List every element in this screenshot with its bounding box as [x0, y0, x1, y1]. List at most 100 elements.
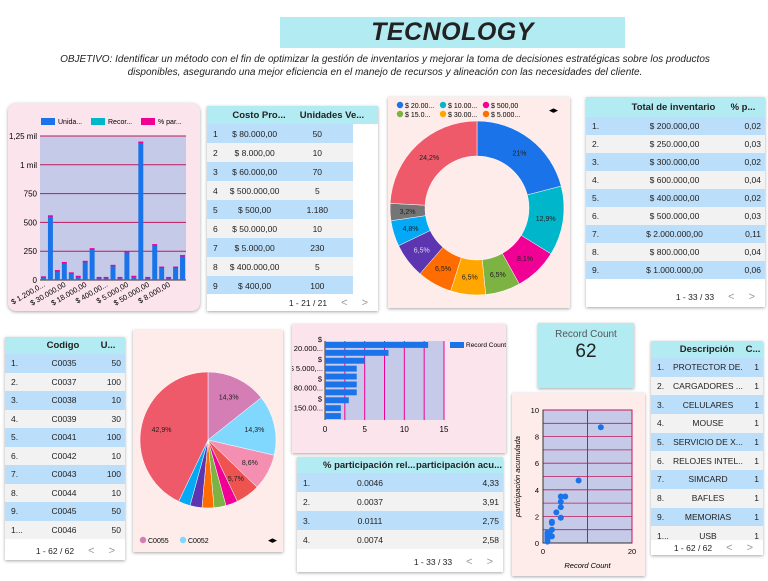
table-row[interactable]: 5 $ 500,00 1.180 [207, 200, 353, 219]
column-header[interactable]: % p... [730, 101, 756, 113]
next-page-button[interactable]: > [486, 556, 493, 568]
legend-next-arrow-icon: ◂▸ [268, 535, 278, 545]
table-header: Descripción C... [651, 341, 763, 358]
table-row[interactable]: 9. MEMORIAS 1 [651, 507, 763, 527]
column-header[interactable]: U... [100, 340, 116, 351]
bar [325, 389, 357, 396]
table-row[interactable]: 4 $ 500.000,00 5 [207, 181, 353, 200]
plot-area [40, 136, 186, 280]
table-row[interactable]: 4. MOUSE 1 [651, 414, 763, 433]
table-row[interactable]: 4. C0039 30 [5, 409, 125, 428]
slice-label: 6,5% [462, 275, 478, 282]
table-row[interactable]: 1... C0046 50 [5, 520, 125, 539]
table-row[interactable]: 1. 0.0046 4,33 [297, 473, 503, 492]
legend-dot [482, 101, 490, 109]
prev-page-button[interactable]: < [726, 541, 733, 554]
column-header[interactable]: Total de inventario [631, 101, 716, 113]
legend-label: $ 15.0... [405, 112, 430, 119]
units-bar-chart: 0 250 500 750 1 mil 1,25 mil $ 1.200,0... $ 30.… [8, 103, 200, 311]
table-row[interactable]: 1. PROTECTOR DE... 1 [651, 358, 763, 377]
column-header[interactable]: C... [745, 344, 761, 355]
table-row[interactable]: 3 $ 60.000,00 70 [207, 162, 353, 181]
scatter-point [557, 498, 564, 505]
table-row[interactable]: 5. SERVICIO DE X... 1 [651, 432, 763, 452]
column-header[interactable]: Unidades Ve... [299, 109, 365, 121]
table-row[interactable]: 5. C0041 100 [5, 428, 125, 447]
table-row[interactable]: 1. C0035 50 [5, 354, 125, 373]
table-row[interactable]: 8. $ 800.000,00 0,04 [586, 243, 765, 261]
next-page-button[interactable]: > [108, 545, 115, 557]
next-page-button[interactable]: > [748, 291, 755, 303]
bar [103, 277, 109, 280]
inventario-table: Total de inventario % p... 1. $ 200.000,00 0… [586, 97, 765, 307]
table-cell: USB [699, 530, 717, 540]
table-row[interactable]: 3. C0038 10 [5, 391, 125, 410]
table-cell: C0037 [51, 376, 77, 387]
table-row[interactable]: 4. 0.0074 2,58 [297, 530, 503, 549]
column-header[interactable]: participación acu... [415, 459, 503, 471]
table-row[interactable]: 2 $ 8.000,00 10 [207, 143, 353, 162]
table-row[interactable]: 3. $ 300.000,00 0,02 [586, 153, 765, 171]
row-index: 9 [213, 280, 218, 291]
column-header[interactable]: Costo Pro... [232, 109, 286, 121]
table-row[interactable]: 6 $ 50.000,00 10 [207, 219, 353, 238]
table-row[interactable]: 7. $ 2.000.000,00 0,11 [586, 225, 765, 243]
table-cell: $ 2.000.000,00 [646, 229, 703, 239]
legend-dot [396, 101, 404, 109]
y-tick-label: 0 [535, 539, 539, 548]
next-page-button[interactable]: > [746, 541, 753, 554]
table-cell: $ 8.000,00 [234, 147, 275, 158]
table-row[interactable]: 9. C0045 50 [5, 502, 125, 521]
table-row[interactable]: 2. $ 250.000,00 0,03 [586, 135, 765, 153]
table-row[interactable]: 3. 0.0111 2,75 [297, 511, 503, 530]
table-row[interactable]: 1... USB 1 [651, 526, 763, 540]
table-row[interactable]: 9 $ 400,00 100 [207, 276, 353, 294]
x-tick-label: 0 [541, 547, 545, 556]
pie-slice [389, 120, 478, 206]
table-row[interactable]: 6. C0042 10 [5, 446, 125, 465]
table-cell: 0,11 [745, 229, 761, 239]
column-header[interactable]: % participación rel... [323, 459, 415, 471]
table-row[interactable]: 7. SIMCARD 1 [651, 470, 763, 489]
table-row[interactable]: 8. BAFLES 1 [651, 488, 763, 508]
y-tick-currency: $ [318, 394, 323, 403]
bar [325, 342, 429, 348]
table-cell: 0,04 [744, 175, 761, 185]
next-page-button[interactable]: > [361, 296, 368, 309]
legend-swatch [141, 118, 155, 125]
column-header[interactable]: Descripción [679, 344, 735, 355]
bar-participation-cap [166, 276, 172, 279]
slice-label: 6,5% [435, 266, 451, 273]
table-row[interactable]: 8 $ 400.000,00 5 [207, 257, 353, 276]
table-row[interactable]: 3. CELULARES 1 [651, 395, 763, 415]
prev-page-button[interactable]: < [466, 556, 473, 568]
legend-label: $ 10.00... [448, 103, 477, 110]
y-tick-currency: $ [318, 335, 323, 344]
table-row[interactable]: 2. CARGADORES ... 1 [651, 376, 763, 396]
y-tick-label: 10 [531, 406, 539, 415]
table-row[interactable]: 6. $ 500.000,00 0,03 [586, 207, 765, 225]
table-row[interactable]: 1 $ 80.000,00 50 [207, 124, 353, 143]
table-row[interactable]: 1. $ 200.000,00 0,02 [586, 117, 765, 135]
table-row[interactable]: 5. $ 400.000,00 0,02 [586, 189, 765, 207]
column-header[interactable]: Codigo [46, 340, 80, 351]
table-row[interactable]: 7 $ 5.000,00 230 [207, 238, 353, 257]
prev-page-button[interactable]: < [88, 545, 95, 557]
table-row[interactable]: 9. $ 1.000.000,00 0,06 [586, 261, 765, 279]
table-cell: $ 500.000,00 [649, 211, 700, 221]
bar-participation-cap [68, 272, 74, 274]
table-row[interactable]: 8. C0044 10 [5, 483, 125, 502]
table-row[interactable]: 6. RELOJES INTEL... 1 [651, 451, 763, 471]
bar-participation-cap [110, 264, 116, 267]
table-row[interactable]: 2. C0037 100 [5, 372, 125, 391]
prev-page-button[interactable]: < [728, 291, 735, 303]
bar [117, 277, 123, 280]
table-row[interactable]: 7. C0043 100 [5, 465, 125, 484]
table-row[interactable]: 2. 0.0037 3,91 [297, 492, 503, 511]
prev-page-button[interactable]: < [341, 296, 348, 309]
table-row[interactable]: 4. $ 600.000,00 0,04 [586, 171, 765, 189]
page-title: TECNOLOGY [280, 17, 625, 48]
table-cell: 5 [314, 185, 320, 196]
bar [145, 277, 151, 280]
y-axis-title: participación acumulada [513, 436, 522, 518]
